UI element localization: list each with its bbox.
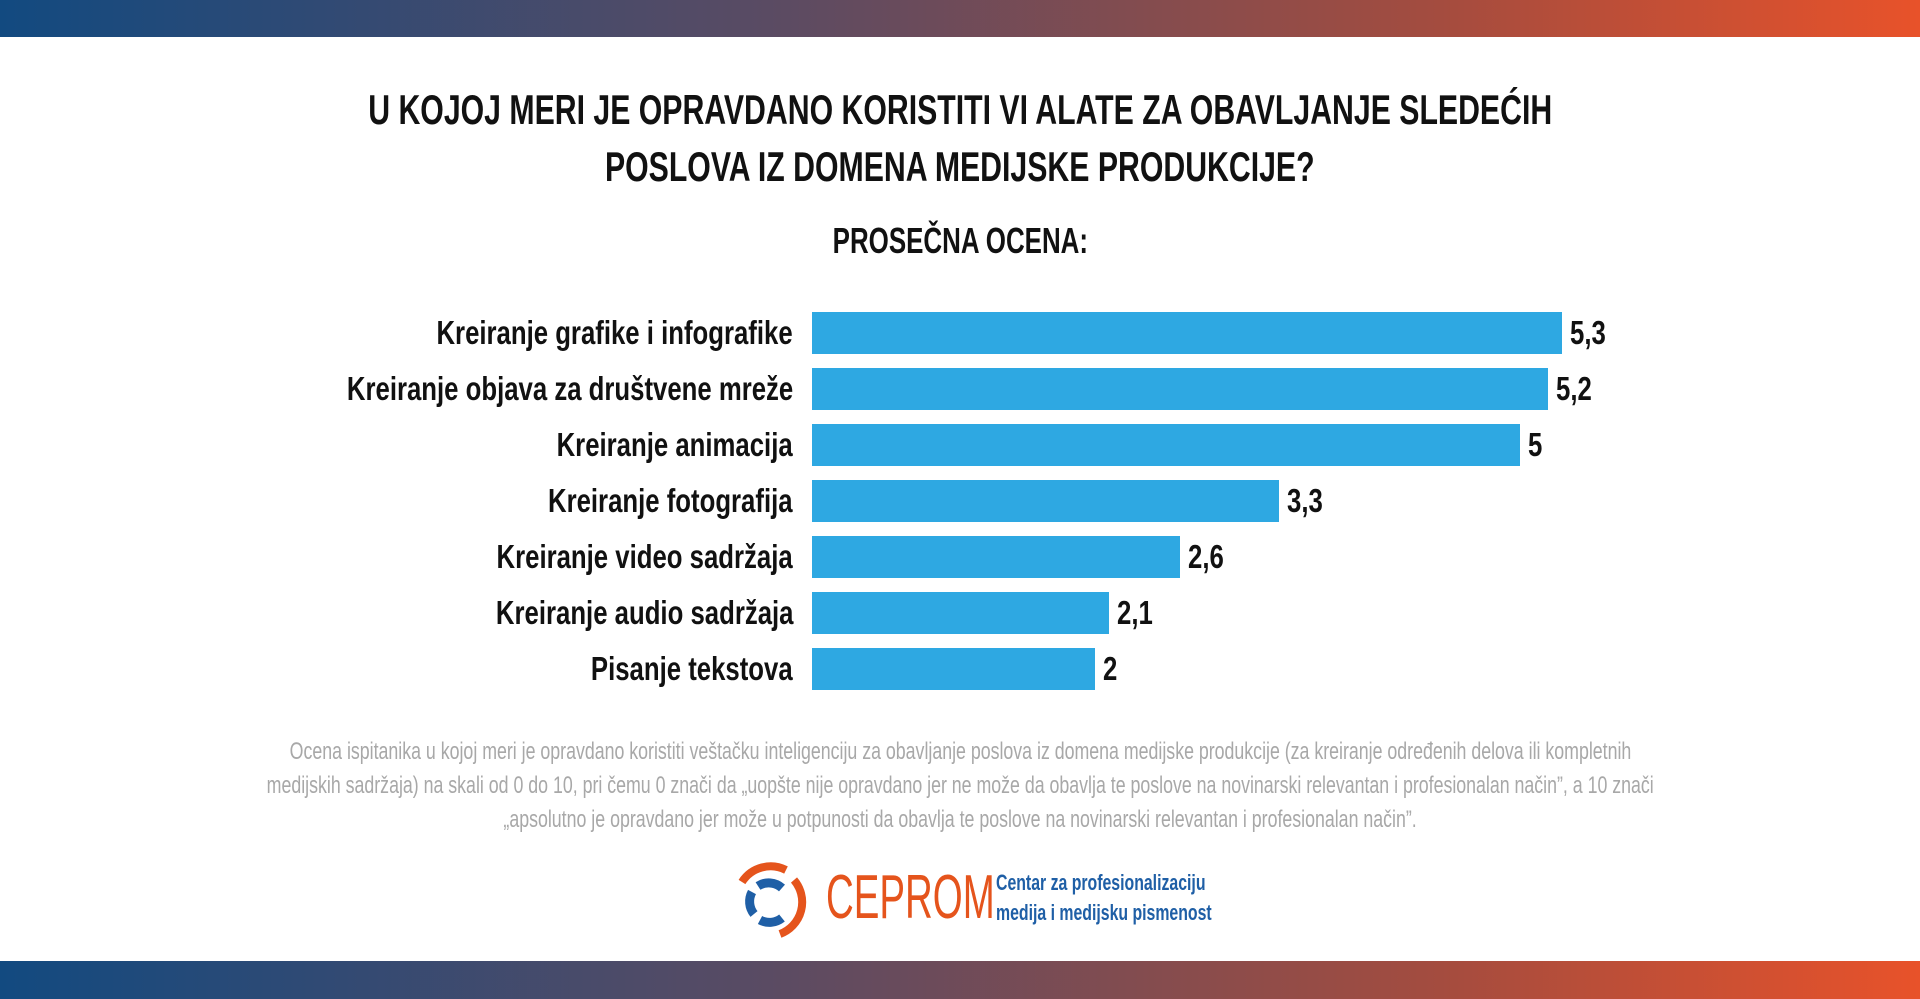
- chart-title-line2: POSLOVA IZ DOMENA MEDIJSKE PRODUKCIJE?: [605, 143, 1315, 190]
- category-label: Kreiranje objava za društvene mreže: [346, 370, 793, 407]
- chart-title-line1: U KOJOJ MERI JE OPRAVDANO KORISTITI VI A…: [368, 86, 1552, 133]
- bar: [812, 648, 1095, 690]
- data-label: 2,1: [1117, 594, 1153, 631]
- category-label: Kreiranje fotografija: [548, 482, 793, 519]
- bar: [812, 312, 1562, 354]
- category-label: Pisanje tekstova: [591, 650, 793, 687]
- footnote-line3: „apsolutno je opravdano jer može u potpu…: [503, 806, 1417, 833]
- bar: [812, 480, 1279, 522]
- top-gradient-band: [0, 0, 1920, 37]
- data-label: 5,3: [1569, 314, 1606, 351]
- logo-tagline: Centar za profesionalizaciju medija i me…: [996, 870, 1212, 925]
- category-label: Kreiranje video sadržaja: [496, 538, 793, 575]
- data-label: 5,2: [1555, 370, 1592, 407]
- data-label: 5: [1527, 426, 1542, 463]
- bar: [812, 368, 1548, 410]
- footnote-line2: medijskih sadržaja) na skali od 0 do 10,…: [266, 772, 1654, 799]
- data-label: 2: [1103, 650, 1118, 687]
- bottom-gradient-band: [0, 961, 1920, 999]
- chart-subtitle: PROSEČNA OCENA:: [832, 220, 1088, 261]
- category-label: Kreiranje animacija: [556, 426, 793, 463]
- bar: [812, 424, 1520, 466]
- footnote-line1: Ocena ispitanika u kojoj meri je opravda…: [289, 738, 1631, 765]
- ceprom-logo-icon: [738, 862, 807, 938]
- category-label: Kreiranje grafike i infografike: [436, 314, 793, 351]
- data-label: 3,3: [1286, 482, 1323, 519]
- logo-name: CEPROM: [826, 863, 995, 932]
- data-label: 2,6: [1187, 538, 1224, 575]
- ceprom-logo: CEPROM Centar za profesionalizaciju medi…: [728, 860, 1212, 940]
- bar: [812, 592, 1110, 634]
- category-label: Kreiranje audio sadržaja: [495, 594, 793, 631]
- bar: [812, 536, 1180, 578]
